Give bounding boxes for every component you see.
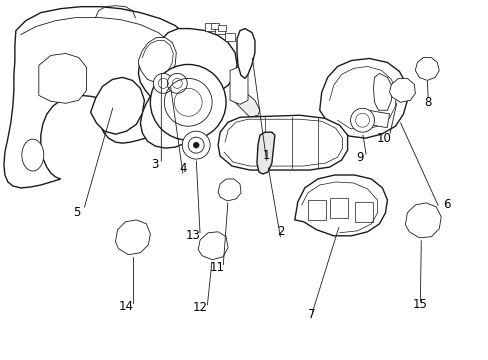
Text: 6: 6	[443, 198, 450, 211]
Text: 2: 2	[277, 225, 284, 238]
Bar	[307, 200, 325, 220]
Polygon shape	[373, 73, 390, 110]
Bar	[218, 24, 225, 31]
Text: 3: 3	[151, 158, 159, 171]
Polygon shape	[39, 54, 86, 103]
Text: 13: 13	[185, 229, 200, 242]
Bar	[354, 202, 372, 222]
Polygon shape	[229, 67, 247, 104]
Polygon shape	[405, 203, 440, 238]
Polygon shape	[4, 7, 195, 188]
Bar	[367, 111, 389, 128]
Polygon shape	[138, 28, 237, 148]
Polygon shape	[205, 23, 215, 31]
Polygon shape	[232, 85, 260, 117]
Polygon shape	[319, 58, 407, 138]
Polygon shape	[215, 26, 224, 33]
Polygon shape	[218, 115, 347, 170]
Circle shape	[350, 108, 374, 132]
Text: 9: 9	[355, 150, 363, 163]
Text: 11: 11	[209, 261, 224, 274]
Circle shape	[153, 73, 173, 93]
Bar	[329, 198, 347, 218]
Text: 5: 5	[73, 206, 80, 219]
Text: 12: 12	[192, 301, 207, 314]
Polygon shape	[294, 175, 386, 236]
Text: 1: 1	[263, 149, 270, 162]
Polygon shape	[414, 58, 438, 80]
Text: 14: 14	[119, 300, 134, 313]
Polygon shape	[198, 232, 227, 260]
Circle shape	[150, 64, 225, 140]
Bar	[211, 23, 219, 28]
Circle shape	[193, 142, 199, 148]
Polygon shape	[388, 78, 414, 102]
Polygon shape	[90, 77, 144, 134]
Polygon shape	[224, 32, 235, 41]
Polygon shape	[256, 132, 274, 174]
Polygon shape	[218, 179, 241, 201]
Circle shape	[182, 131, 210, 159]
Text: 8: 8	[424, 96, 431, 109]
Text: 4: 4	[179, 162, 186, 175]
Circle shape	[167, 73, 187, 93]
Text: 10: 10	[376, 132, 391, 145]
Polygon shape	[237, 28, 254, 78]
Polygon shape	[138, 37, 176, 82]
Ellipse shape	[22, 139, 44, 171]
Text: 7: 7	[307, 308, 315, 321]
Text: 15: 15	[412, 298, 427, 311]
Polygon shape	[115, 220, 150, 255]
